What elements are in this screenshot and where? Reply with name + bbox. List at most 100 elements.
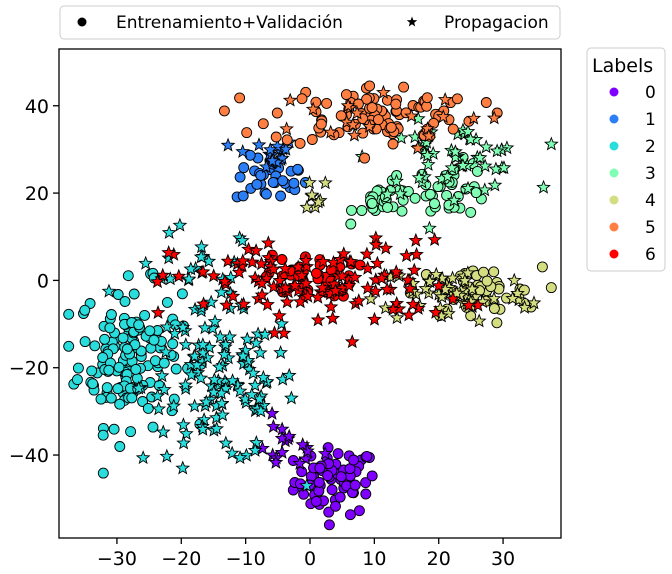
data-point-star-label-4	[428, 266, 444, 281]
data-point-star-label-3	[420, 156, 436, 171]
data-point-circle-label-3	[409, 192, 421, 204]
data-point-star-label-6	[260, 296, 275, 311]
labels-legend: Labels 0 1 2 3 4 5 6	[586, 47, 666, 272]
data-point-circle-label-2	[149, 355, 161, 367]
data-point-star-label-0	[281, 428, 297, 443]
data-point-star-label-6	[310, 312, 326, 327]
marker-legend: Entrenamiento+Validación Propagacion	[59, 5, 561, 40]
data-point-circle-label-3	[424, 188, 436, 200]
data-point-circle-label-5	[340, 89, 352, 101]
data-point-star-label-3	[472, 150, 488, 165]
data-point-circle-label-2	[126, 392, 138, 404]
data-point-star-label-5	[345, 117, 361, 132]
data-point-star-label-3	[447, 149, 463, 164]
data-point-circle-label-4	[481, 275, 493, 287]
data-point-circle-label-2	[158, 357, 170, 369]
data-point-circle-label-1	[255, 169, 267, 181]
labels-legend-title: Labels	[592, 55, 653, 77]
data-point-circle-label-5	[270, 131, 282, 143]
data-point-star-label-2	[195, 345, 211, 360]
data-point-star-label-6	[298, 253, 314, 268]
data-point-star-label-6	[374, 270, 390, 285]
data-point-circle-label-4	[545, 282, 557, 294]
data-point-star-label-2	[214, 395, 230, 410]
data-point-circle-label-1	[251, 178, 263, 190]
data-point-star-label-5	[305, 101, 321, 116]
data-point-star-label-2	[197, 320, 213, 335]
data-point-star-label-3	[444, 160, 460, 175]
data-point-star-label-3	[440, 168, 455, 183]
data-point-star-label-6	[405, 296, 421, 311]
data-point-circle-label-2	[144, 325, 156, 337]
data-point-star-label-2	[101, 283, 117, 298]
data-point-star-label-2	[274, 316, 290, 331]
data-point-star-label-2	[207, 313, 223, 329]
data-point-star-label-6	[271, 308, 287, 323]
data-point-star-label-6	[248, 243, 264, 258]
data-point-star-label-3	[496, 160, 512, 175]
legend-label-propagation: Propagacion	[444, 13, 549, 33]
data-point-star-label-5	[404, 108, 419, 123]
data-point-circle-label-2	[113, 361, 125, 373]
data-point-star-label-6	[385, 301, 401, 316]
data-point-star-label-6	[278, 280, 293, 295]
data-point-circle-label-2	[114, 441, 126, 452]
data-point-star-label-3	[477, 158, 493, 173]
data-point-circle-label-3	[441, 189, 453, 201]
data-point-star-label-2	[156, 381, 172, 396]
data-point-star-label-3	[389, 173, 404, 188]
data-point-circle-label-0	[322, 470, 334, 482]
data-point-circle-label-0	[332, 448, 344, 460]
data-point-star-label-5	[279, 121, 294, 136]
data-point-star-label-3	[420, 147, 435, 162]
data-point-star-label-2	[247, 442, 263, 457]
data-point-star-label-2	[238, 342, 253, 357]
data-point-star-label-3	[489, 143, 505, 158]
data-point-circle-label-5	[271, 107, 283, 119]
data-point-circle-label-5	[451, 93, 463, 105]
data-point-circle-label-1	[292, 163, 304, 175]
data-point-star-label-2	[281, 367, 297, 382]
data-point-star-label-4	[363, 291, 379, 306]
legend-label-2: 2	[645, 137, 656, 157]
data-point-star-label-6	[400, 272, 416, 287]
data-point-star-label-4	[471, 313, 487, 328]
data-point-star-label-5	[323, 124, 339, 139]
data-point-star-label-6	[298, 275, 314, 290]
data-point-star-label-6	[260, 235, 276, 250]
data-point-star-label-2	[248, 335, 264, 350]
data-point-star-label-6	[367, 311, 382, 326]
data-point-star-label-4	[441, 306, 456, 321]
data-point-star-label-3	[460, 180, 476, 195]
data-point-circle-label-2	[121, 343, 133, 355]
data-point-star-label-6	[336, 246, 352, 261]
data-point-circle-label-2	[79, 336, 91, 348]
data-point-star-label-6	[219, 297, 234, 312]
data-point-circle-label-5	[364, 80, 376, 92]
data-point-star-label-6	[254, 287, 270, 302]
data-point-circle-label-1	[238, 162, 250, 174]
data-point-star-label-4	[486, 291, 502, 306]
data-point-star-label-2	[158, 344, 174, 359]
data-point-star-label-0	[317, 445, 333, 460]
data-point-circle-label-2	[167, 338, 179, 350]
data-point-star-label-2	[284, 390, 299, 405]
legend-swatch-5	[609, 222, 619, 232]
data-point-star-label-6	[235, 253, 251, 268]
data-point-star-label-4	[302, 175, 317, 190]
data-point-circle-label-2	[112, 383, 124, 395]
data-point-star-label-2	[175, 460, 191, 475]
data-point-star-label-6	[401, 307, 417, 322]
x-tick-label: −20	[161, 548, 201, 570]
data-point-circle-label-4	[536, 261, 548, 273]
data-point-circle-label-5	[281, 134, 293, 146]
data-point-star-label-4	[378, 300, 393, 315]
data-point-star-label-2	[154, 368, 170, 383]
data-point-circle-label-2	[139, 309, 151, 321]
data-point-circle-label-2	[86, 365, 98, 377]
data-point-circle-label-3	[432, 181, 444, 193]
data-point-star-label-2	[194, 239, 209, 254]
data-point-star-label-4	[460, 265, 476, 280]
data-point-circle-label-4	[488, 303, 500, 314]
data-point-star-label-6	[315, 253, 331, 268]
